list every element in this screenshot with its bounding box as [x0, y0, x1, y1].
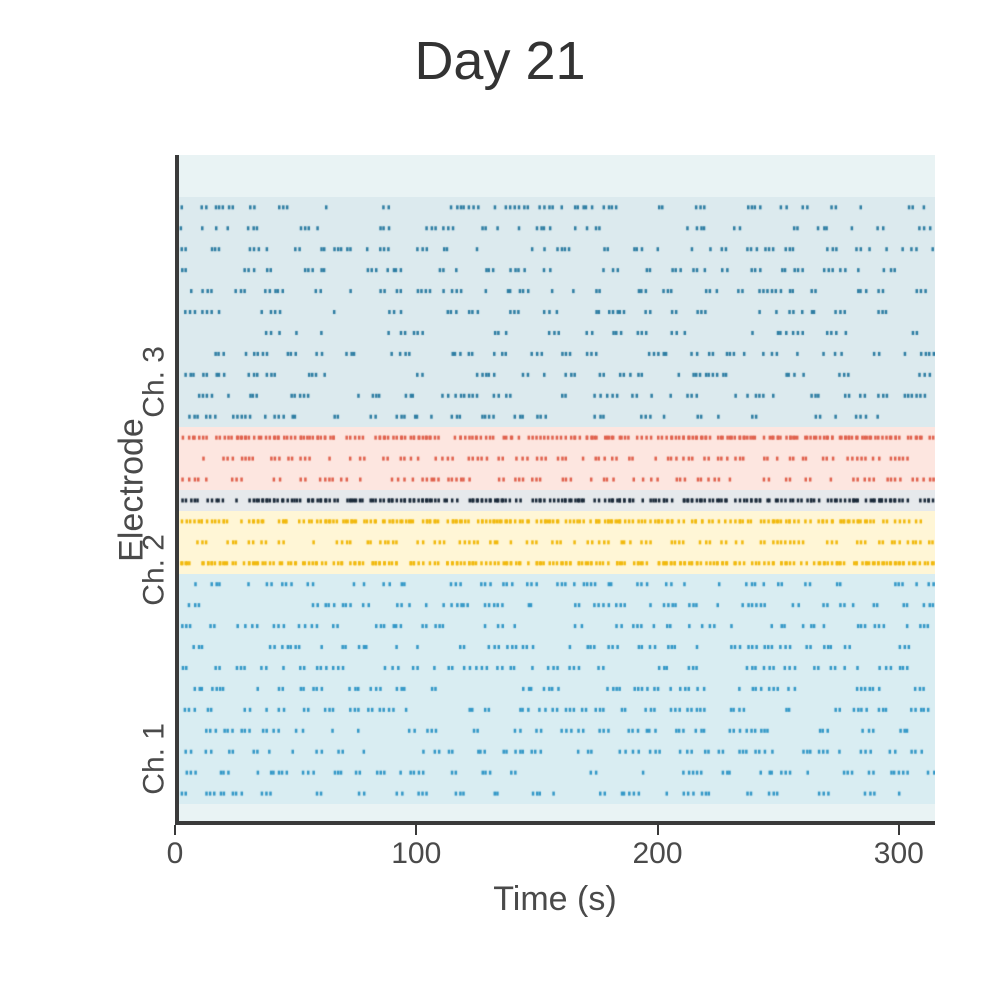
x-tick-label: 300 [874, 837, 924, 871]
x-tick-label: 0 [167, 837, 184, 871]
y-axis-label: Electrode [112, 418, 151, 562]
x-axis-line [175, 821, 935, 825]
x-tick-mark [415, 825, 417, 835]
y-tick-label: Ch. 3 [138, 346, 172, 418]
y-axis-line [175, 155, 179, 825]
plot-area: 0100200300 Ch. 1Ch. 2Ch. 3 Time (s) Elec… [175, 155, 935, 825]
x-tick-mark [657, 825, 659, 835]
chart-title: Day 21 [0, 30, 1000, 92]
spike-raster-canvas [175, 155, 935, 825]
x-tick-label: 100 [391, 837, 441, 871]
y-tick-label: Ch. 1 [138, 723, 172, 795]
figure-container: Day 21 0100200300 Ch. 1Ch. 2Ch. 3 Time (… [0, 0, 1000, 1000]
x-tick-mark [898, 825, 900, 835]
x-axis-label: Time (s) [175, 880, 935, 919]
x-tick-mark [174, 825, 176, 835]
x-tick-label: 200 [633, 837, 683, 871]
